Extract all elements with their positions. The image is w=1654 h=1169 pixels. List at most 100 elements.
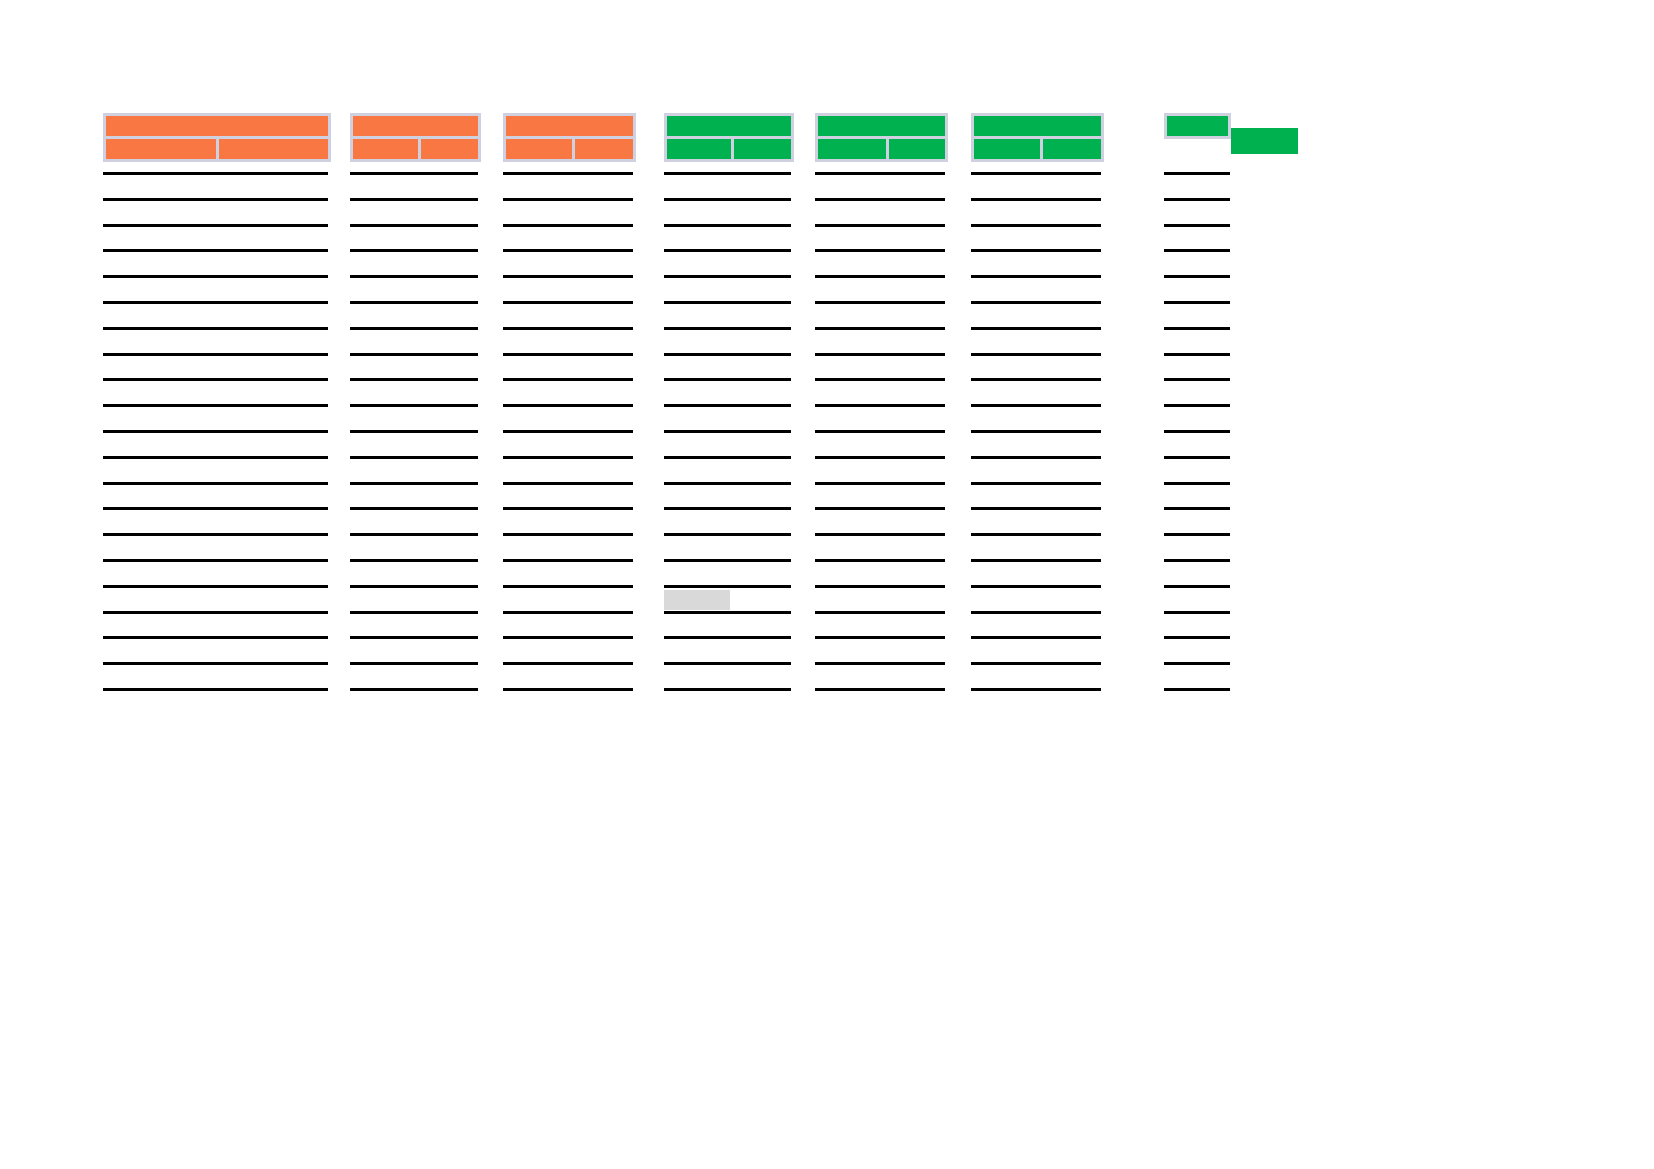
redacted-line [350,249,478,252]
header-cell-5-b[interactable] [889,139,945,159]
redacted-line [1164,533,1230,536]
redacted-line [664,301,791,304]
redacted-line [350,224,478,227]
redacted-line [815,636,945,639]
redaction-column-5 [815,172,945,714]
redacted-line [1164,172,1230,175]
header-title-bar-6[interactable] [974,116,1101,136]
redacted-line [350,172,478,175]
redacted-line [1164,430,1230,433]
header-title-bar-2[interactable] [353,116,478,136]
redacted-line [103,327,328,330]
redacted-line [815,172,945,175]
redacted-line [664,482,791,485]
header-title-bar-3[interactable] [506,116,633,136]
column-header-3[interactable] [503,113,636,162]
header-cell-4-a[interactable] [667,139,731,159]
header-cell-6-a[interactable] [974,139,1040,159]
header-cell-5-a[interactable] [818,139,886,159]
header-title-bar-4[interactable] [667,116,791,136]
header-cell-4-b[interactable] [734,139,791,159]
redacted-line [103,456,328,459]
redacted-line [664,688,791,691]
redacted-line [350,611,478,614]
redacted-line [103,636,328,639]
redacted-line [971,378,1101,381]
header-subrow-2 [353,139,478,159]
redaction-column-1 [103,172,328,714]
selection-highlight[interactable] [664,590,730,610]
header-title-bar-5[interactable] [818,116,945,136]
header-title-bar-1[interactable] [106,116,328,136]
redacted-line [503,249,633,252]
redacted-line [103,224,328,227]
header-cell-3-a[interactable] [506,139,572,159]
redacted-line [103,662,328,665]
redaction-column-3 [503,172,633,714]
redacted-line [103,482,328,485]
header-cell-1-a[interactable] [106,139,216,159]
column-header-7[interactable] [1164,113,1231,139]
redacted-line [103,301,328,304]
redacted-line [503,301,633,304]
redacted-line [1164,224,1230,227]
redacted-line [664,456,791,459]
redacted-line [103,172,328,175]
header-cell-7-a[interactable] [1167,116,1228,136]
redacted-line [103,585,328,588]
redacted-line [350,275,478,278]
redacted-line [503,198,633,201]
redacted-line [103,507,328,510]
redacted-line [1164,301,1230,304]
redacted-line [503,353,633,356]
redacted-line [971,224,1101,227]
redacted-line [350,533,478,536]
redacted-line [503,327,633,330]
redacted-line [815,456,945,459]
column-header-5[interactable] [815,113,948,162]
header-tail-block[interactable] [1231,128,1298,154]
header-cell-2-b[interactable] [421,139,478,159]
redacted-line [103,611,328,614]
redacted-line [664,275,791,278]
header-cell-6-b[interactable] [1043,139,1101,159]
redaction-column-7 [1164,172,1230,714]
redacted-line [664,404,791,407]
redacted-line [1164,507,1230,510]
redacted-line [815,327,945,330]
redacted-line [350,353,478,356]
redacted-line [664,224,791,227]
redacted-line [815,430,945,433]
redacted-line [103,404,328,407]
redacted-line [971,430,1101,433]
redacted-line [103,533,328,536]
header-cell-3-b[interactable] [575,139,633,159]
redacted-line [664,430,791,433]
header-cell-1-b[interactable] [219,139,328,159]
redaction-column-4 [664,172,791,714]
column-header-2[interactable] [350,113,481,162]
redacted-line [971,688,1101,691]
column-header-1[interactable] [103,113,331,162]
redacted-line [1164,611,1230,614]
redacted-line [815,301,945,304]
redacted-line [103,559,328,562]
redacted-line [103,430,328,433]
redacted-line [1164,404,1230,407]
redacted-line [1164,636,1230,639]
header-cell-2-a[interactable] [353,139,418,159]
redacted-line [503,611,633,614]
redacted-line [664,585,791,588]
redacted-line [503,275,633,278]
redacted-line [350,636,478,639]
redacted-line [815,662,945,665]
redacted-line [664,533,791,536]
redacted-line [1164,327,1230,330]
redacted-line [971,327,1101,330]
column-header-6[interactable] [971,113,1104,162]
redacted-line [503,482,633,485]
redacted-line [815,198,945,201]
column-header-4[interactable] [664,113,794,162]
redacted-line [350,198,478,201]
